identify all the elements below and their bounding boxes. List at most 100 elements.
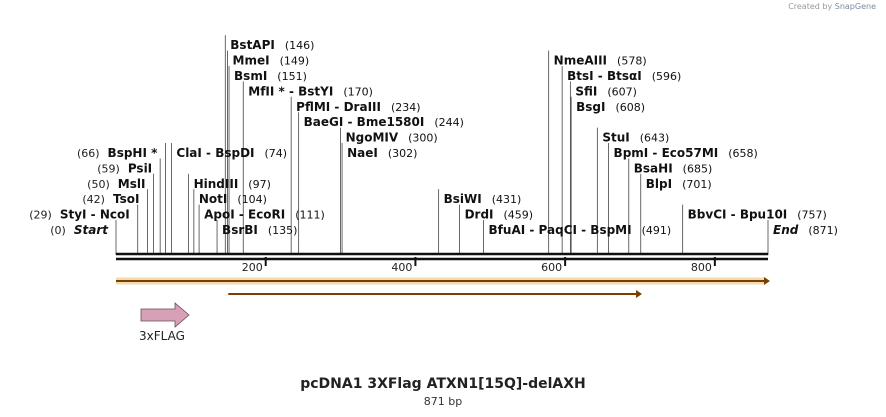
site-number: (757) <box>797 209 827 222</box>
site-number: (66) <box>77 147 100 160</box>
site-number: (300) <box>408 132 438 145</box>
site-name: BsgI <box>576 100 605 114</box>
site-number: (97) <box>248 178 271 191</box>
site-number: (871) <box>808 224 838 237</box>
site-name: StuI <box>602 131 629 145</box>
site-number: (491) <box>642 224 672 237</box>
site-label: BsaHI (685) <box>634 161 713 175</box>
site-label: MslI <box>118 177 146 191</box>
site-name: BlpI <box>646 177 672 191</box>
site-number: (244) <box>434 116 464 129</box>
site-label: NmeAIII (578) <box>554 54 647 68</box>
site-name: BspHI * <box>108 146 159 160</box>
site-label: StuI (643) <box>602 131 669 145</box>
site-label: BtsI - BtsαI (596) <box>567 69 681 83</box>
site-number: (658) <box>728 147 758 160</box>
watermark: Created by SnapGene <box>788 2 876 11</box>
tick-label: 400 <box>391 261 412 274</box>
site-name: BsmI <box>234 69 267 83</box>
orf-arrow <box>228 290 642 298</box>
site-number: (607) <box>607 85 637 98</box>
site-name: BbvCI - Bpu10I <box>688 208 788 222</box>
site-name: BsrBI <box>222 223 258 237</box>
site-name: BsaHI <box>634 161 673 175</box>
site-number: (74) <box>265 147 288 160</box>
site-name: SfiI <box>575 84 597 98</box>
plasmid-name: pcDNA1 3XFlag ATXN1[15Q]-delAXH <box>300 376 586 392</box>
site-number: (104) <box>237 193 267 206</box>
site-name: Start <box>74 223 109 237</box>
site-number: (685) <box>683 162 713 175</box>
site-name: End <box>773 223 799 237</box>
site-label: End (871) <box>773 223 838 237</box>
watermark-prefix: Created by <box>788 2 833 11</box>
site-label: Start <box>74 223 109 237</box>
feature-label: 3xFLAG <box>139 329 185 343</box>
site-name: BstAPI <box>230 38 275 52</box>
site-name: ClaI - BspDI <box>176 146 254 160</box>
site-number: (234) <box>391 101 421 114</box>
site-number: (135) <box>268 224 298 237</box>
site-number: (149) <box>280 55 310 68</box>
feature-arrow <box>140 302 190 328</box>
site-name: MmeI <box>233 54 270 68</box>
site-name: NaeI <box>347 146 378 160</box>
site-label: BlpI (701) <box>646 177 712 191</box>
site-name: HindIII <box>194 177 239 191</box>
site-label: BspHI * <box>108 146 159 160</box>
site-number: (59) <box>97 162 120 175</box>
site-label: BsrBI (135) <box>222 223 297 237</box>
snapgene-logo: SnapGene <box>834 2 876 11</box>
site-name: NmeAIII <box>554 54 607 68</box>
orf-head <box>635 290 642 298</box>
site-number: (459) <box>504 209 534 222</box>
site-name: TsoI <box>113 192 139 206</box>
site-name: BsiWI <box>444 192 482 206</box>
site-label: NgoMIV (300) <box>346 131 438 145</box>
site-name: ApoI - EcoRI <box>204 208 285 222</box>
site-label: PsiI <box>128 161 152 175</box>
site-label: ClaI - BspDI (74) <box>176 146 287 160</box>
site-number: (151) <box>277 70 307 83</box>
site-label: DrdI (459) <box>465 208 534 222</box>
site-name: PsiI <box>128 161 152 175</box>
site-label: BstAPI (146) <box>230 38 314 52</box>
site-label: BaeGI - Bme1580I (244) <box>304 115 464 129</box>
site-name: MfII * - BstYI <box>248 84 333 98</box>
site-label: StyI - NcoI <box>60 208 130 222</box>
site-name: StyI - NcoI <box>60 208 130 222</box>
site-label: BsmI (151) <box>234 69 307 83</box>
site-number: (50) <box>87 178 110 191</box>
site-name: BpmI - Eco57MI <box>614 146 719 160</box>
site-label: SfiI (607) <box>575 84 637 98</box>
site-name: NotI <box>199 192 228 206</box>
site-label: NotI (104) <box>199 192 267 206</box>
plasmid-length: 871 bp <box>423 395 463 408</box>
site-name: MslI <box>118 177 146 191</box>
site-label: PflMI - DraIII (234) <box>296 100 420 114</box>
feature-3xflag: 3xFLAG <box>139 302 190 343</box>
site-number: (42) <box>82 193 105 206</box>
site-number: (578) <box>617 55 647 68</box>
site-name: BtsI - BtsαI <box>567 69 642 83</box>
tick-label: 600 <box>541 261 562 274</box>
site-number: (170) <box>343 85 373 98</box>
site-number: (701) <box>682 178 712 191</box>
site-name: NgoMIV <box>346 131 399 145</box>
site-label: BbvCI - Bpu10I (757) <box>688 208 827 222</box>
orf-arrow <box>116 277 770 285</box>
site-number: (29) <box>29 209 52 222</box>
site-name: PflMI - DraIII <box>296 100 381 114</box>
site-name: DrdI <box>465 208 494 222</box>
site-number: (596) <box>652 70 682 83</box>
site-label: BpmI - Eco57MI (658) <box>614 146 758 160</box>
site-label: MfII * - BstYI (170) <box>248 84 373 98</box>
tick-label: 800 <box>691 261 712 274</box>
site-number: (431) <box>492 193 522 206</box>
site-name: BaeGI - Bme1580I <box>304 115 425 129</box>
site-label: ApoI - EcoRI (111) <box>204 208 325 222</box>
site-label: HindIII (97) <box>194 177 271 191</box>
site-number: (643) <box>640 132 670 145</box>
